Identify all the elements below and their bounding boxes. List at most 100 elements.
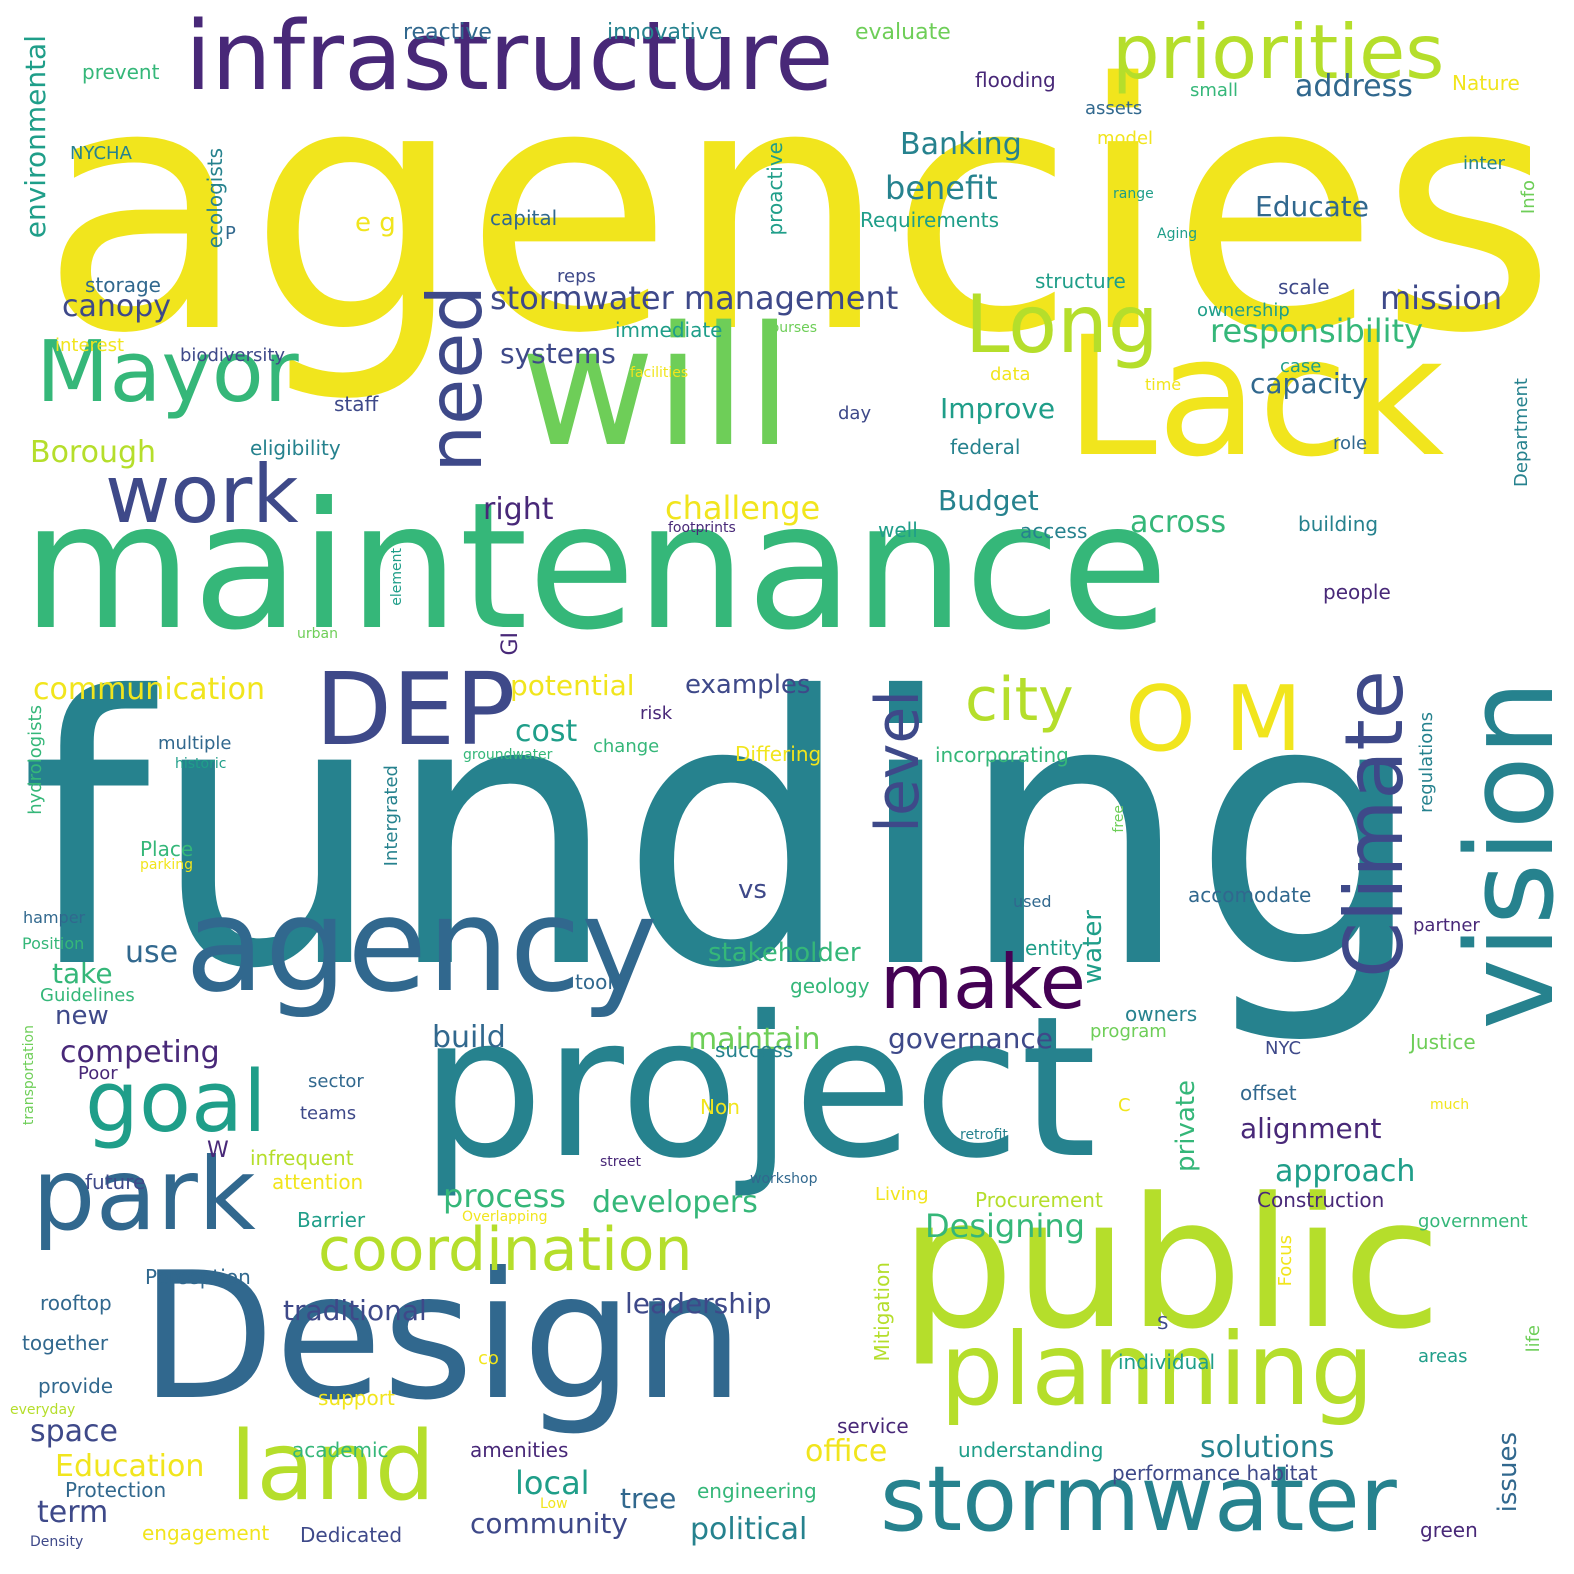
- word-mission: mission: [1380, 279, 1503, 317]
- word-challenge: challenge: [665, 489, 821, 527]
- word-will: will: [520, 291, 793, 483]
- word-teams: teams: [300, 1103, 357, 1124]
- word-need: need: [411, 285, 499, 473]
- word-scale: scale: [1278, 275, 1330, 299]
- word-vision: vision: [1442, 680, 1574, 1030]
- word-funding: funding: [20, 620, 1427, 1050]
- word-non: Non: [700, 1095, 740, 1119]
- word-biodiversity: biodiversity: [180, 345, 286, 366]
- word-process: process: [443, 1177, 566, 1215]
- word-infrastructure: infrastructure: [185, 2, 834, 112]
- word-right: right: [483, 492, 554, 527]
- word-life: life: [1523, 1325, 1544, 1353]
- word-agencies: agencies: [40, 12, 1557, 408]
- word-canopy: canopy: [62, 289, 172, 324]
- word-alignment: alignment: [1240, 1112, 1382, 1145]
- word-density: Density: [30, 1534, 84, 1550]
- word-traditional: traditional: [283, 1294, 427, 1327]
- word-regulations: regulations: [1416, 712, 1437, 813]
- word-perception: Perception: [145, 1265, 251, 1289]
- word-change: change: [593, 736, 660, 757]
- word-case: case: [1280, 356, 1322, 377]
- word-access: access: [1020, 519, 1088, 543]
- word-engineering: engineering: [697, 1479, 817, 1503]
- word-s: S: [1157, 1313, 1169, 1334]
- word-take: take: [52, 957, 113, 990]
- word-used: used: [1013, 892, 1052, 911]
- word-work: work: [105, 448, 299, 541]
- word-accomodate: accomodate: [1188, 883, 1312, 907]
- word-time: time: [1145, 375, 1182, 394]
- word-historic: historic: [175, 756, 227, 772]
- word-maintain: maintain: [688, 1022, 821, 1057]
- word-success: success: [715, 1038, 794, 1062]
- word-protection: Protection: [65, 1478, 167, 1502]
- word-mitigation: Mitigation: [870, 1262, 894, 1362]
- word-info: Info: [1518, 180, 1539, 215]
- word-local: local: [515, 1464, 590, 1502]
- word-governance: governance: [888, 1022, 1053, 1055]
- word-evaluate: evaluate: [855, 20, 951, 45]
- word-low: Low: [540, 1496, 568, 1512]
- word-understanding: understanding: [958, 1438, 1104, 1462]
- word-borough: Borough: [30, 435, 157, 470]
- word-lack: Lack: [1065, 301, 1445, 493]
- word-stakeholder: stakeholder: [708, 938, 861, 968]
- word-use: use: [125, 935, 179, 970]
- word-designing: Designing: [925, 1207, 1085, 1245]
- word-banking: Banking: [900, 127, 1022, 162]
- word-immediate: immediate: [615, 318, 723, 342]
- word-o-m: O M: [1125, 667, 1303, 772]
- word-responsibility: responsibility: [1210, 312, 1424, 350]
- word-construction: Construction: [1257, 1188, 1385, 1212]
- word-address: address: [1295, 69, 1413, 104]
- word-hydrologists: hydrologists: [25, 705, 46, 815]
- word-make: make: [880, 938, 1086, 1026]
- word-attention: attention: [272, 1170, 364, 1194]
- word-transportation: transportation: [21, 1025, 37, 1126]
- word-level: level: [863, 690, 933, 833]
- word-developers: developers: [592, 1185, 758, 1220]
- word-ecologists: ecologists: [203, 148, 227, 249]
- word-courses: courses: [763, 320, 818, 336]
- word-areas: areas: [1418, 1346, 1468, 1367]
- word-community: community: [470, 1507, 628, 1540]
- word-flooding: flooding: [975, 68, 1056, 92]
- word-program: program: [1090, 1021, 1167, 1042]
- word-environmental: environmental: [19, 35, 52, 239]
- word-performance-habitat: performance habitat: [1112, 1461, 1318, 1485]
- word-land: land: [230, 1412, 436, 1522]
- word-new: new: [55, 1001, 109, 1031]
- word-space: space: [30, 1414, 119, 1449]
- word-vs: vs: [738, 875, 767, 905]
- word-w: W: [207, 1138, 229, 1163]
- word-capital: capital: [490, 206, 558, 230]
- word-green: green: [1420, 1518, 1478, 1542]
- word-infrequent: infrequent: [250, 1146, 354, 1170]
- word-offset: offset: [1240, 1081, 1297, 1105]
- word-prevent: prevent: [82, 60, 160, 84]
- word-dep: DEP: [315, 651, 516, 768]
- word-justice: Justice: [1410, 1030, 1476, 1054]
- word-incorporating: incorporating: [935, 743, 1069, 767]
- word-water: water: [1078, 910, 1108, 985]
- word-communication: communication: [33, 672, 266, 707]
- word-city: city: [965, 665, 1074, 735]
- word-together: together: [22, 1331, 109, 1355]
- word-stormwater-management: stormwater management: [490, 279, 899, 317]
- word-small: small: [1190, 80, 1238, 101]
- word-leadership: leadership: [625, 1287, 772, 1320]
- word-capacity: capacity: [1250, 367, 1369, 400]
- word-issues: issues: [1493, 1432, 1523, 1513]
- word-assets: assets: [1085, 98, 1143, 119]
- word-range: range: [1113, 186, 1154, 202]
- word-nyc: NYC: [1265, 1038, 1302, 1059]
- word-improve: Improve: [940, 392, 1056, 425]
- word-data: data: [990, 364, 1031, 385]
- word-living: Living: [875, 1184, 929, 1205]
- word-approach: approach: [1275, 1154, 1416, 1189]
- word-education: Education: [55, 1449, 205, 1484]
- word-urban: urban: [297, 626, 338, 642]
- word-examples: examples: [685, 670, 811, 700]
- word-potential: potential: [510, 669, 635, 702]
